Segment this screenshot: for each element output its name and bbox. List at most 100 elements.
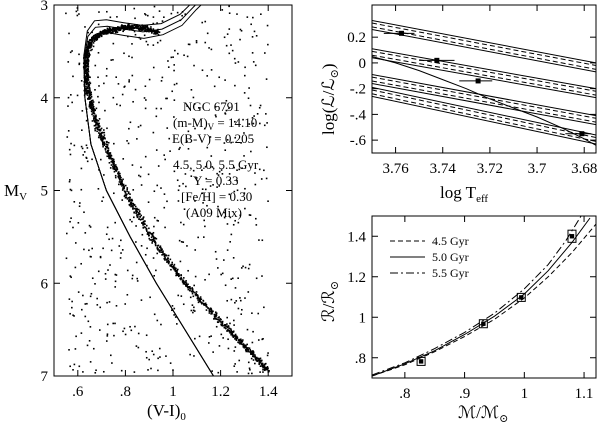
cluster-star	[119, 183, 122, 186]
annotation-ages: 4.5, 5.0, 5.5 Gyr	[173, 157, 259, 172]
cluster-star	[84, 76, 87, 78]
cluster-star	[163, 257, 166, 260]
cluster-star	[173, 265, 175, 267]
field-star	[99, 255, 102, 258]
cluster-star	[240, 339, 242, 342]
cluster-star	[92, 42, 95, 44]
field-star	[227, 347, 230, 350]
field-star	[96, 304, 99, 306]
cluster-star	[111, 159, 114, 162]
cluster-star	[259, 357, 262, 360]
cluster-star	[98, 122, 100, 125]
field-star	[113, 334, 115, 337]
cluster-star	[131, 199, 134, 202]
cluster-star	[198, 300, 201, 302]
cluster-star	[256, 358, 258, 360]
cluster-star	[125, 194, 127, 197]
field-star	[102, 247, 104, 250]
field-star	[193, 284, 195, 287]
cluster-star	[245, 350, 248, 353]
field-star	[267, 352, 269, 354]
cluster-star	[254, 357, 257, 359]
field-star	[247, 267, 250, 270]
cluster-star	[120, 25, 123, 27]
cluster-star	[87, 85, 89, 88]
cluster-star	[234, 335, 236, 338]
cluster-star	[106, 29, 109, 31]
field-star	[121, 199, 124, 201]
cluster-star	[250, 357, 253, 360]
cluster-star	[150, 233, 153, 235]
cluster-star	[87, 79, 90, 81]
field-star	[84, 303, 87, 305]
field-star	[168, 137, 171, 140]
field-star	[81, 110, 84, 112]
cluster-star	[143, 223, 145, 225]
field-star	[69, 220, 71, 223]
field-star	[209, 136, 212, 138]
field-star	[225, 99, 228, 102]
cluster-star	[262, 366, 265, 369]
field-star	[108, 238, 110, 241]
field-star	[75, 10, 78, 13]
field-star	[221, 9, 224, 11]
field-star	[235, 300, 238, 302]
cluster-star	[264, 366, 267, 369]
cluster-star	[119, 177, 121, 180]
cluster-star	[106, 145, 109, 148]
cluster-star	[101, 140, 104, 142]
field-star	[76, 94, 79, 97]
cluster-star	[231, 335, 234, 337]
cluster-star	[158, 31, 161, 34]
field-star	[234, 219, 236, 222]
field-star	[224, 112, 226, 114]
field-star	[206, 75, 209, 77]
cluster-star	[100, 137, 103, 140]
cluster-star	[205, 309, 208, 311]
cluster-star	[218, 316, 220, 318]
field-star	[105, 75, 108, 77]
hr-x-axis-label-sub: eff	[476, 193, 488, 205]
cluster-star	[192, 295, 195, 298]
hr-star-point	[579, 131, 585, 137]
cluster-star	[87, 83, 90, 85]
cluster-star	[98, 35, 101, 37]
field-star	[161, 20, 164, 22]
cluster-star	[221, 320, 224, 323]
cmd-isochrone-5.0-gyr	[83, 5, 214, 376]
cluster-star	[116, 167, 118, 170]
cluster-star	[87, 58, 89, 61]
field-star	[70, 94, 72, 96]
cluster-star	[259, 360, 261, 363]
field-star	[248, 214, 251, 216]
cluster-star	[107, 147, 110, 150]
cluster-star	[138, 212, 141, 215]
field-star	[252, 359, 255, 361]
cluster-star	[95, 38, 97, 41]
field-star	[252, 61, 255, 63]
field-star	[105, 340, 108, 342]
field-star	[71, 50, 73, 52]
cluster-star	[189, 287, 192, 290]
field-star	[83, 211, 85, 214]
field-star	[152, 44, 155, 46]
cluster-star	[258, 357, 260, 360]
cluster-star	[209, 307, 211, 310]
cluster-star	[198, 297, 201, 300]
band-line	[372, 50, 596, 92]
field-star	[152, 131, 155, 134]
cluster-star	[115, 29, 118, 31]
cluster-star	[120, 176, 122, 179]
field-star	[226, 299, 229, 302]
field-star	[217, 174, 220, 176]
field-star	[229, 216, 232, 219]
cluster-star	[127, 24, 129, 27]
cluster-star	[104, 147, 107, 150]
cluster-star	[103, 30, 106, 32]
field-star	[259, 122, 261, 125]
field-star	[124, 333, 127, 336]
field-star	[249, 368, 251, 371]
field-star	[98, 101, 100, 104]
cluster-star	[114, 165, 117, 168]
cluster-star	[164, 254, 167, 257]
